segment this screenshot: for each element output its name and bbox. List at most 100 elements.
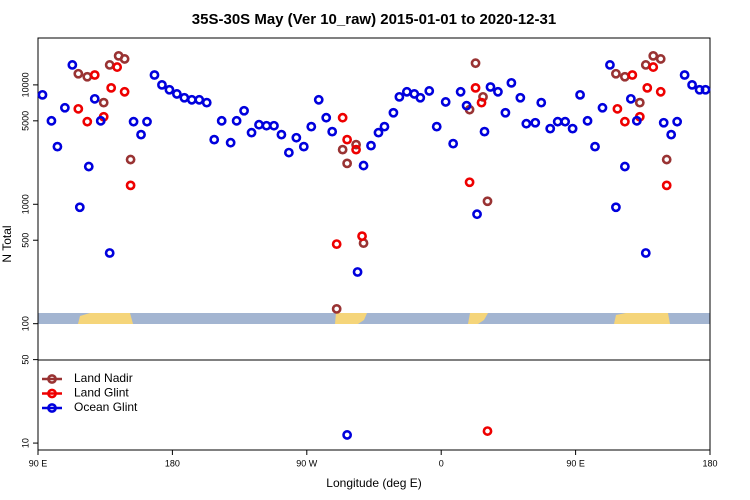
point [149,70,160,80]
point [500,107,511,118]
point [482,196,493,207]
point [283,147,294,158]
point [366,140,376,151]
point [431,121,442,132]
point [125,180,136,191]
point [194,94,205,105]
point [642,82,653,93]
point [276,129,287,140]
x-axis-label: Longitude (deg E) [326,476,421,490]
point [545,123,556,134]
point [225,137,236,148]
point [327,126,338,137]
point [640,248,651,258]
chart-title: 35S-30S May (Ver 10_raw) 2015-01-01 to 2… [192,11,556,28]
y-tick-label: 10000 [20,72,30,97]
y-tick-label: 100 [20,316,30,331]
point [67,60,78,70]
point [59,102,70,113]
y-tick-label: 50 [20,355,30,365]
point [82,116,93,127]
point [627,70,638,80]
point [687,79,697,90]
point [373,127,384,138]
point [575,89,585,100]
point [479,126,490,137]
point [73,68,84,79]
point [357,231,367,242]
point [351,139,361,150]
point [209,134,220,145]
point [313,94,324,105]
y-tick-label: 1000 [20,194,30,214]
point [379,121,390,132]
point [104,60,115,70]
point [306,121,317,132]
point [239,105,249,116]
legend-marker [47,403,57,413]
point [342,158,353,169]
point [461,100,472,111]
point [493,86,503,97]
point [634,97,645,108]
point [536,97,547,108]
point [342,134,353,145]
point [52,141,63,152]
point [521,118,532,129]
legend-label: Land Nadir [74,371,133,385]
point [440,97,451,107]
point [298,141,309,152]
point [482,426,493,436]
point [164,84,175,95]
point [201,97,212,108]
point [560,116,571,127]
point [455,86,466,97]
y-tick-label: 500 [20,233,30,248]
point [415,92,426,103]
point [337,112,348,123]
point [261,120,272,131]
point [648,62,659,72]
point [106,82,117,93]
point [216,115,227,126]
point [648,50,659,61]
point [388,107,399,118]
point [254,119,264,130]
point [119,86,130,97]
plot-frame [37,37,711,451]
point [394,91,405,102]
x-tick-label: 180 [702,458,717,468]
legend-label: Ocean Glint [74,400,138,414]
point [171,89,182,99]
point [358,160,369,171]
point [331,239,342,249]
point [515,92,526,103]
point [424,86,435,96]
y-tick-label: 5000 [20,111,30,131]
point [246,127,257,138]
point [89,93,100,104]
point [342,430,353,440]
point [136,129,146,140]
point [104,248,115,258]
point [700,84,711,95]
point [552,116,563,127]
point [351,144,361,155]
point [83,161,94,172]
point [619,161,630,172]
point [472,209,482,220]
x-tick-label: 90 W [296,458,318,468]
point [612,103,623,114]
point [605,60,615,70]
x-tick-label: 90 E [566,458,585,468]
point [485,82,496,92]
point [661,154,672,165]
point [582,115,593,126]
point [619,71,630,82]
point [321,112,332,123]
point [448,138,459,149]
point [655,54,666,64]
map-strip [38,313,710,324]
point [658,117,669,128]
